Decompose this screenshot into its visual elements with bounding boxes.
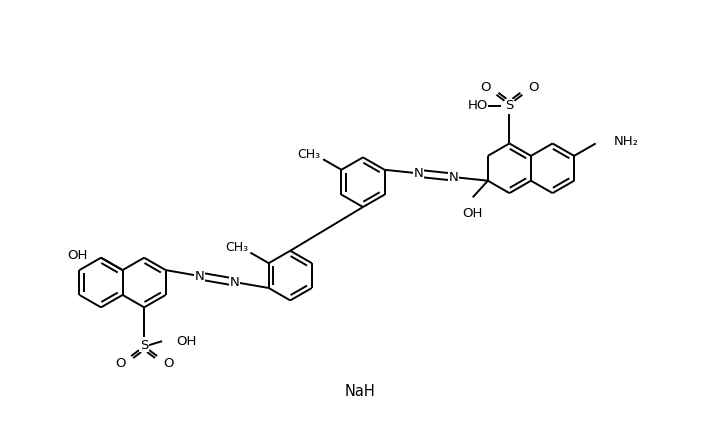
- Text: O: O: [528, 81, 539, 94]
- Text: HO: HO: [467, 99, 487, 112]
- Text: N: N: [449, 170, 459, 184]
- Text: O: O: [162, 357, 173, 371]
- Text: NaH: NaH: [344, 385, 375, 399]
- Text: OH: OH: [68, 249, 88, 262]
- Text: OH: OH: [176, 335, 196, 348]
- Text: CH₃: CH₃: [225, 241, 248, 254]
- Text: NH₂: NH₂: [613, 135, 638, 148]
- Text: OH: OH: [462, 207, 483, 220]
- Text: S: S: [505, 99, 513, 112]
- Text: CH₃: CH₃: [298, 148, 321, 161]
- Text: O: O: [480, 81, 491, 94]
- Text: S: S: [140, 339, 148, 352]
- Text: N: N: [230, 276, 239, 288]
- Text: N: N: [413, 167, 423, 180]
- Text: N: N: [195, 269, 205, 283]
- Text: O: O: [115, 357, 126, 371]
